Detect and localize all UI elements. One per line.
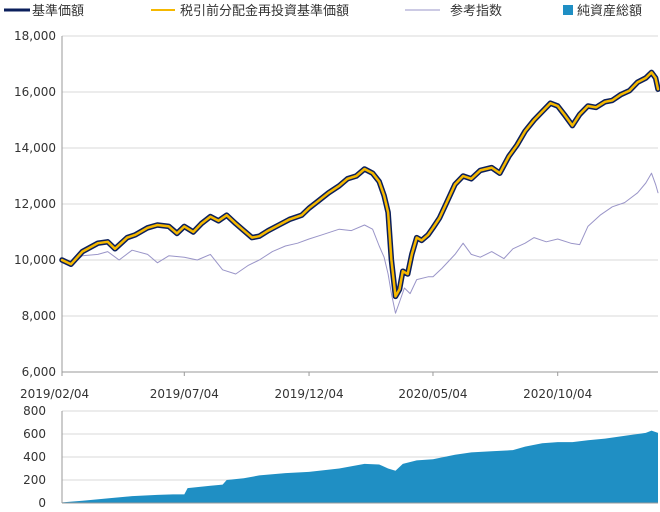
upper-series-lines <box>59 69 660 314</box>
upper-y-tick-label: 12,000 <box>14 197 56 211</box>
upper-axes <box>61 36 658 373</box>
net-assets-area-chart: 800 600 400 200 0 <box>23 404 658 510</box>
legend-label-reinvested-nav: 税引前分配金再投資基準価額 <box>180 3 349 19</box>
upper-y-tick-label: 6,000 <box>22 365 56 379</box>
lower-y-tick-label: 400 <box>23 450 46 464</box>
upper-y-tick-label: 14,000 <box>14 141 56 155</box>
upper-y-tick-label: 18,000 <box>14 29 56 43</box>
upper-y-tick-label: 16,000 <box>14 85 56 99</box>
lower-y-axis-ticks: 800 600 400 200 0 <box>23 404 46 510</box>
upper-gridlines <box>62 35 658 373</box>
series-line-reinvested-nav <box>60 71 660 298</box>
x-axis-ticks: 2019/02/04 2019/07/04 2019/12/04 2020/05/04… <box>20 372 592 401</box>
x-tick-label: 2019/07/04 <box>150 387 219 401</box>
series-area-net-assets <box>62 430 658 503</box>
upper-y-tick-label: 10,000 <box>14 253 56 267</box>
legend-swatch-net-assets <box>563 5 573 15</box>
lower-y-tick-label: 600 <box>23 427 46 441</box>
lower-axes <box>61 411 658 504</box>
x-tick-label: 2019/12/04 <box>274 387 343 401</box>
x-tick-label: 2020/10/04 <box>523 387 592 401</box>
series-line-reference-index <box>61 172 659 314</box>
upper-y-tick-label: 8,000 <box>22 309 56 323</box>
x-tick-label: 2019/02/04 <box>20 387 89 401</box>
nav-line-chart: 18,000 16,000 14,000 12,000 10,000 8,000 6,000… <box>14 29 660 401</box>
lower-y-tick-label: 200 <box>23 473 46 487</box>
legend-label-net-assets: 純資産総額 <box>577 3 642 19</box>
lower-series-area <box>62 430 658 503</box>
upper-y-axis-ticks: 18,000 16,000 14,000 12,000 10,000 8,000 6,000 <box>14 29 56 379</box>
legend-label-nav: 基準価額 <box>32 3 84 19</box>
lower-y-tick-label: 800 <box>23 404 46 418</box>
legend-label-reference-index: 参考指数 <box>450 3 502 19</box>
legend: 基準価額 税引前分配金再投資基準価額 参考指数 純資産総額 <box>4 3 642 19</box>
lower-y-tick-label: 0 <box>38 496 46 508</box>
x-tick-label: 2020/05/04 <box>398 387 467 401</box>
